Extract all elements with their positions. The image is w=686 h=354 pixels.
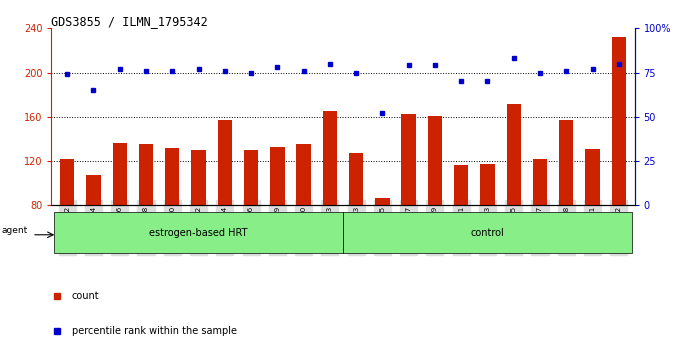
Bar: [611, 37, 626, 205]
Bar: [270, 147, 285, 205]
Text: agent: agent: [1, 226, 27, 235]
Text: percentile rank within the sample: percentile rank within the sample: [72, 326, 237, 336]
Bar: [480, 164, 495, 205]
Bar: [191, 150, 206, 205]
Bar: [401, 114, 416, 205]
Bar: [296, 144, 311, 205]
Bar: [60, 159, 75, 205]
Bar: [343, 212, 632, 253]
Bar: [559, 120, 573, 205]
Bar: [322, 111, 337, 205]
Bar: [217, 120, 232, 205]
Bar: [349, 153, 364, 205]
Text: GDS3855 / ILMN_1795342: GDS3855 / ILMN_1795342: [51, 15, 208, 28]
Bar: [165, 148, 180, 205]
Bar: [375, 198, 390, 205]
Bar: [86, 176, 101, 205]
Bar: [585, 149, 600, 205]
Bar: [54, 212, 343, 253]
Bar: [454, 166, 469, 205]
Text: count: count: [72, 291, 99, 301]
Bar: [113, 143, 127, 205]
Bar: [533, 159, 547, 205]
Text: control: control: [471, 228, 504, 238]
Bar: [244, 150, 259, 205]
Bar: [427, 116, 442, 205]
Text: estrogen-based HRT: estrogen-based HRT: [150, 228, 248, 238]
Bar: [139, 144, 153, 205]
Bar: [506, 104, 521, 205]
